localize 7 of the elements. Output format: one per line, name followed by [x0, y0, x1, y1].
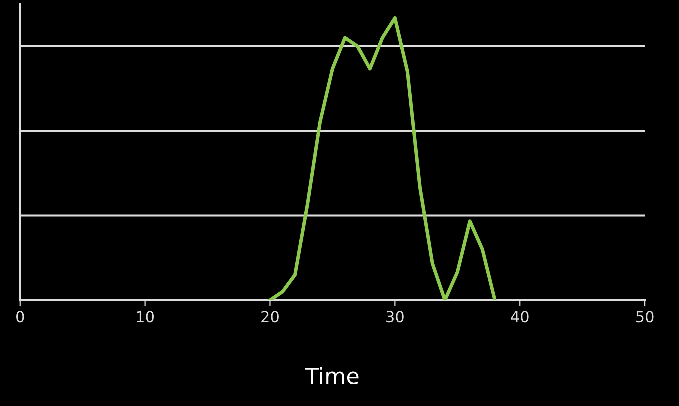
x-tick-label: 0 [16, 311, 24, 323]
x-axis-title: Time [305, 367, 359, 385]
x-tick-label: 30 [386, 311, 404, 323]
x-tick-label: 40 [511, 311, 529, 323]
x-tick-label: 50 [636, 311, 654, 323]
x-tick-label: 20 [262, 311, 279, 323]
x-tick-label: 10 [137, 311, 154, 323]
